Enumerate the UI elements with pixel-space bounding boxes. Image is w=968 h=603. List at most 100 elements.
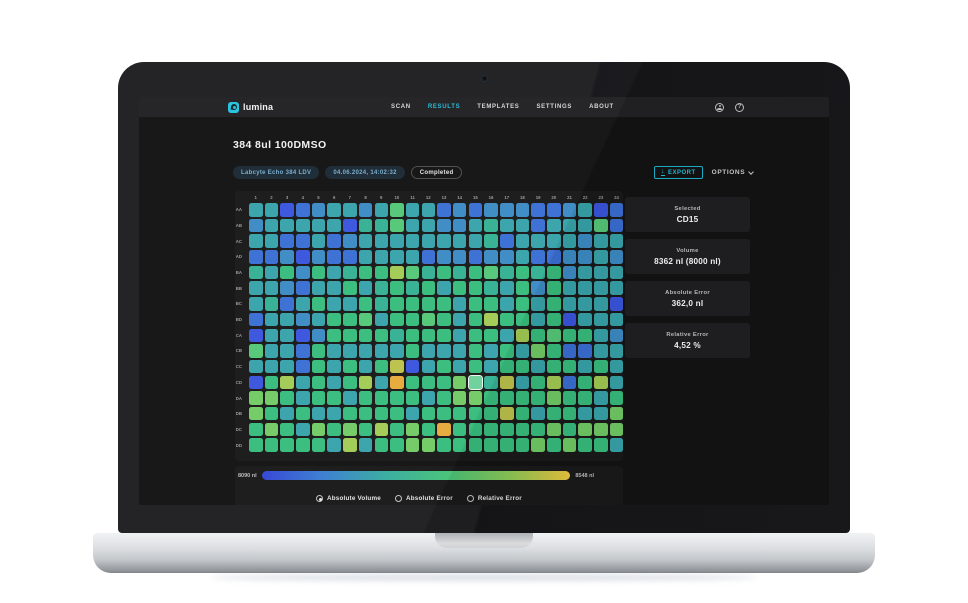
well-CC16[interactable] xyxy=(484,359,498,374)
well-AC23[interactable] xyxy=(594,234,608,248)
well-DD19[interactable] xyxy=(531,438,545,452)
well-AC20[interactable] xyxy=(547,234,561,248)
well-AC24[interactable] xyxy=(609,234,624,248)
well-CB4[interactable] xyxy=(296,344,310,358)
well-BB16[interactable] xyxy=(484,281,498,295)
well-DC12[interactable] xyxy=(421,422,436,437)
well-BD21[interactable] xyxy=(562,312,577,327)
well-BD17[interactable] xyxy=(500,312,514,327)
well-BB21[interactable] xyxy=(562,281,577,295)
well-AD18[interactable] xyxy=(515,250,530,264)
well-DA12[interactable] xyxy=(421,391,436,405)
well-AA6[interactable] xyxy=(327,203,341,217)
well-AB5[interactable] xyxy=(311,218,326,233)
well-AB8[interactable] xyxy=(358,218,373,233)
well-DD3[interactable] xyxy=(280,438,294,452)
well-BA4[interactable] xyxy=(296,265,310,280)
well-DC19[interactable] xyxy=(531,422,545,437)
well-CC17[interactable] xyxy=(500,359,514,374)
well-CC23[interactable] xyxy=(594,359,608,374)
well-CA1[interactable] xyxy=(249,328,263,342)
well-CA14[interactable] xyxy=(452,328,467,342)
well-AA18[interactable] xyxy=(515,203,530,217)
well-BA10[interactable] xyxy=(390,265,404,280)
well-AA23[interactable] xyxy=(594,203,608,217)
well-CC5[interactable] xyxy=(311,359,326,374)
well-AA9[interactable] xyxy=(374,203,388,217)
well-AA4[interactable] xyxy=(296,203,310,217)
well-CB24[interactable] xyxy=(609,344,624,358)
nav-item-scan[interactable]: SCAN xyxy=(391,104,411,110)
well-AC15[interactable] xyxy=(468,234,483,248)
well-AA7[interactable] xyxy=(343,203,357,217)
well-AC10[interactable] xyxy=(390,234,404,248)
well-AB4[interactable] xyxy=(296,218,310,233)
well-DA3[interactable] xyxy=(280,391,294,405)
well-DC16[interactable] xyxy=(484,422,498,437)
well-CB22[interactable] xyxy=(578,344,592,358)
well-CD23[interactable] xyxy=(594,375,608,390)
well-AC2[interactable] xyxy=(264,234,279,248)
well-AB6[interactable] xyxy=(327,218,341,233)
well-AD24[interactable] xyxy=(609,250,624,264)
well-DA18[interactable] xyxy=(515,391,530,405)
well-DB23[interactable] xyxy=(594,406,608,421)
well-CC2[interactable] xyxy=(264,359,279,374)
nav-item-templates[interactable]: TEMPLATES xyxy=(477,104,520,110)
well-DA13[interactable] xyxy=(437,391,451,405)
well-CB16[interactable] xyxy=(484,344,498,358)
well-AD3[interactable] xyxy=(280,250,294,264)
well-DC9[interactable] xyxy=(374,422,388,437)
well-BA2[interactable] xyxy=(264,265,279,280)
well-DC1[interactable] xyxy=(249,422,263,437)
help-icon[interactable]: ? xyxy=(735,102,744,112)
well-DD15[interactable] xyxy=(468,438,483,452)
well-AD4[interactable] xyxy=(296,250,310,264)
well-CB17[interactable] xyxy=(500,344,514,358)
well-BD19[interactable] xyxy=(531,312,545,327)
well-CA24[interactable] xyxy=(609,328,624,342)
well-CC22[interactable] xyxy=(578,359,592,374)
well-DD6[interactable] xyxy=(327,438,341,452)
well-BB22[interactable] xyxy=(578,281,592,295)
well-DB7[interactable] xyxy=(343,406,357,421)
well-CA9[interactable] xyxy=(374,328,388,342)
well-DC13[interactable] xyxy=(437,422,451,437)
well-CB23[interactable] xyxy=(594,344,608,358)
well-DC17[interactable] xyxy=(500,422,514,437)
well-DB16[interactable] xyxy=(484,406,498,421)
well-BA22[interactable] xyxy=(578,265,592,280)
well-BA24[interactable] xyxy=(609,265,624,280)
well-BA19[interactable] xyxy=(531,265,545,280)
options-button[interactable]: OPTIONS xyxy=(712,168,754,176)
well-CA6[interactable] xyxy=(327,328,341,342)
well-AD10[interactable] xyxy=(390,250,404,264)
well-BC16[interactable] xyxy=(484,297,498,311)
well-CD3[interactable] xyxy=(280,375,294,390)
well-AB9[interactable] xyxy=(374,218,388,233)
well-DA19[interactable] xyxy=(531,391,545,405)
well-DA11[interactable] xyxy=(405,391,420,405)
well-DA7[interactable] xyxy=(343,391,357,405)
well-DB12[interactable] xyxy=(421,406,436,421)
well-CC7[interactable] xyxy=(343,359,357,374)
well-CC15[interactable] xyxy=(468,359,483,374)
well-BA11[interactable] xyxy=(405,265,420,280)
well-AD23[interactable] xyxy=(594,250,608,264)
well-AB2[interactable] xyxy=(264,218,279,233)
well-CA13[interactable] xyxy=(437,328,451,342)
well-CD21[interactable] xyxy=(562,375,577,390)
well-BC18[interactable] xyxy=(515,297,530,311)
well-DB17[interactable] xyxy=(500,406,514,421)
well-DC22[interactable] xyxy=(578,422,592,437)
well-DB8[interactable] xyxy=(358,406,373,421)
well-CD18[interactable] xyxy=(515,375,530,390)
well-DB13[interactable] xyxy=(437,406,451,421)
nav-item-results[interactable]: RESULTS xyxy=(427,104,461,110)
well-DB4[interactable] xyxy=(296,406,310,421)
well-CB12[interactable] xyxy=(421,344,436,358)
well-DB10[interactable] xyxy=(390,406,404,421)
well-AC5[interactable] xyxy=(311,234,326,248)
well-BC24[interactable] xyxy=(609,297,624,311)
well-BB5[interactable] xyxy=(311,281,326,295)
